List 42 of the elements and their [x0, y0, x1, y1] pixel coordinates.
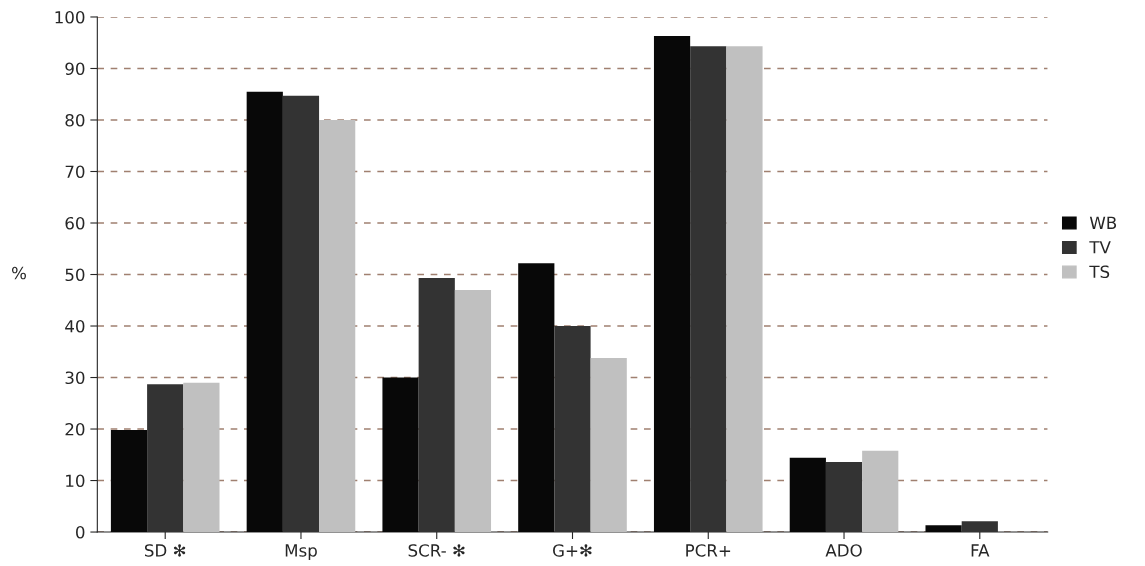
y-tick-label: 40: [65, 319, 85, 333]
bar: [418, 278, 455, 533]
bar: [183, 382, 220, 533]
legend-label: TV: [1089, 241, 1111, 254]
bar: [789, 457, 826, 533]
y-tick-label: 0: [76, 526, 85, 539]
y-tick-label: 80: [65, 113, 85, 127]
bar: [961, 521, 998, 533]
bar: [653, 36, 691, 533]
bar: [862, 450, 899, 533]
y-tick-label: 70: [65, 165, 85, 179]
x-tick-label: SCR- ✻: [408, 544, 465, 557]
x-tick-label: G+✻: [553, 544, 592, 557]
bar: [690, 46, 727, 533]
legend-label: TS: [1089, 265, 1110, 279]
bar: [382, 377, 419, 533]
bar: [147, 384, 184, 533]
legend-label: WB: [1089, 216, 1117, 229]
bar: [454, 289, 492, 533]
y-tick-label: 30: [65, 371, 85, 385]
bar: [246, 91, 283, 533]
x-tick-label: Msp: [285, 544, 317, 560]
bar: [319, 119, 356, 533]
bar: [554, 326, 591, 533]
bar: [282, 95, 320, 533]
bar: [518, 263, 555, 533]
y-tick-label: 20: [65, 422, 85, 436]
bar: [925, 525, 962, 533]
bar: [590, 357, 627, 533]
x-tick-label: PCR+: [686, 544, 731, 557]
y-tick-label: 10: [66, 474, 85, 488]
y-tick-label: 100: [55, 10, 85, 24]
bar: [110, 430, 148, 533]
x-tick-label: FA: [971, 544, 990, 557]
y-tick-label: 60: [65, 216, 85, 230]
bar: [825, 461, 863, 533]
x-tick-label: SD ✻: [144, 544, 186, 557]
bar: [726, 46, 763, 533]
y-tick-label: 90: [65, 62, 85, 76]
y-axis-title: %: [11, 266, 26, 280]
x-tick-label: ADO: [825, 544, 862, 557]
y-tick-label: 50: [65, 268, 85, 282]
